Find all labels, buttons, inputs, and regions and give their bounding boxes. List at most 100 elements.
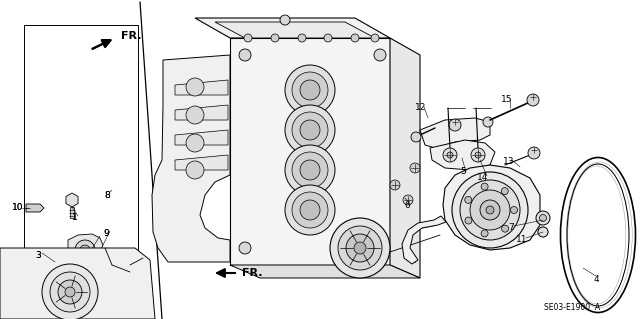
Circle shape [502, 225, 509, 232]
Circle shape [300, 160, 320, 180]
Circle shape [285, 185, 335, 235]
Circle shape [186, 161, 204, 179]
Text: 6: 6 [404, 202, 410, 211]
Polygon shape [430, 140, 495, 170]
Polygon shape [68, 234, 103, 256]
Polygon shape [175, 105, 228, 120]
Circle shape [449, 119, 461, 131]
Circle shape [285, 145, 335, 195]
Circle shape [42, 264, 98, 319]
Circle shape [354, 242, 366, 254]
Text: 10: 10 [12, 204, 24, 212]
Circle shape [538, 227, 548, 237]
Text: 1: 1 [72, 213, 78, 222]
Circle shape [486, 206, 494, 214]
Circle shape [186, 134, 204, 152]
Text: 9: 9 [103, 228, 109, 238]
Polygon shape [70, 207, 74, 218]
Circle shape [285, 105, 335, 155]
Text: 14: 14 [477, 174, 489, 182]
Circle shape [80, 275, 90, 285]
Circle shape [292, 192, 328, 228]
Circle shape [371, 34, 379, 42]
Circle shape [298, 34, 306, 42]
Circle shape [271, 34, 279, 42]
Polygon shape [175, 130, 228, 145]
Circle shape [527, 94, 539, 106]
Circle shape [374, 242, 386, 254]
Polygon shape [215, 22, 375, 38]
Circle shape [536, 211, 550, 225]
Text: 12: 12 [415, 102, 427, 112]
Text: 9: 9 [103, 228, 109, 238]
Circle shape [374, 49, 386, 61]
Text: FR.: FR. [242, 268, 262, 278]
Polygon shape [66, 193, 78, 207]
Circle shape [480, 200, 500, 220]
Text: 13: 13 [503, 158, 515, 167]
Text: 5: 5 [460, 167, 466, 176]
Circle shape [346, 234, 374, 262]
Circle shape [300, 200, 320, 220]
Circle shape [239, 49, 251, 61]
Circle shape [465, 197, 472, 203]
Circle shape [470, 190, 510, 230]
Circle shape [528, 147, 540, 159]
Circle shape [292, 72, 328, 108]
Text: 8: 8 [104, 190, 110, 199]
Text: 1: 1 [72, 213, 78, 222]
Circle shape [351, 34, 359, 42]
Circle shape [511, 206, 518, 213]
Polygon shape [82, 260, 88, 278]
Circle shape [447, 152, 453, 158]
Polygon shape [152, 55, 230, 262]
Polygon shape [420, 118, 490, 148]
Circle shape [58, 280, 82, 304]
Circle shape [300, 120, 320, 140]
Circle shape [483, 117, 493, 127]
Text: 10: 10 [12, 204, 24, 212]
Polygon shape [402, 216, 446, 264]
Polygon shape [195, 18, 390, 38]
Polygon shape [443, 165, 540, 250]
Circle shape [443, 148, 457, 162]
Circle shape [80, 245, 90, 255]
Circle shape [452, 172, 528, 248]
Circle shape [410, 163, 420, 173]
Text: 7: 7 [508, 224, 514, 233]
Circle shape [239, 242, 251, 254]
Circle shape [292, 112, 328, 148]
Polygon shape [24, 25, 138, 280]
Polygon shape [230, 265, 420, 278]
Circle shape [300, 80, 320, 100]
Circle shape [460, 180, 520, 240]
Circle shape [481, 183, 488, 190]
Text: FR.: FR. [121, 31, 141, 41]
Circle shape [481, 230, 488, 237]
Circle shape [186, 106, 204, 124]
Circle shape [330, 218, 390, 278]
Text: SE03-E1900  A: SE03-E1900 A [544, 303, 600, 313]
Circle shape [324, 34, 332, 42]
Text: 4: 4 [593, 275, 599, 284]
Circle shape [338, 226, 382, 270]
Circle shape [475, 152, 481, 158]
Text: 15: 15 [501, 95, 513, 105]
Circle shape [390, 180, 400, 190]
Polygon shape [0, 248, 155, 319]
Circle shape [501, 188, 508, 195]
Circle shape [471, 148, 485, 162]
Polygon shape [175, 155, 228, 170]
Circle shape [403, 195, 413, 205]
Circle shape [292, 152, 328, 188]
Polygon shape [390, 38, 420, 278]
Circle shape [280, 15, 290, 25]
Text: 8: 8 [104, 190, 110, 199]
Circle shape [540, 214, 547, 221]
Text: 3: 3 [35, 251, 41, 261]
Circle shape [285, 65, 335, 115]
Text: 3: 3 [35, 251, 41, 261]
Polygon shape [230, 38, 390, 265]
Circle shape [65, 287, 75, 297]
Polygon shape [26, 204, 44, 212]
